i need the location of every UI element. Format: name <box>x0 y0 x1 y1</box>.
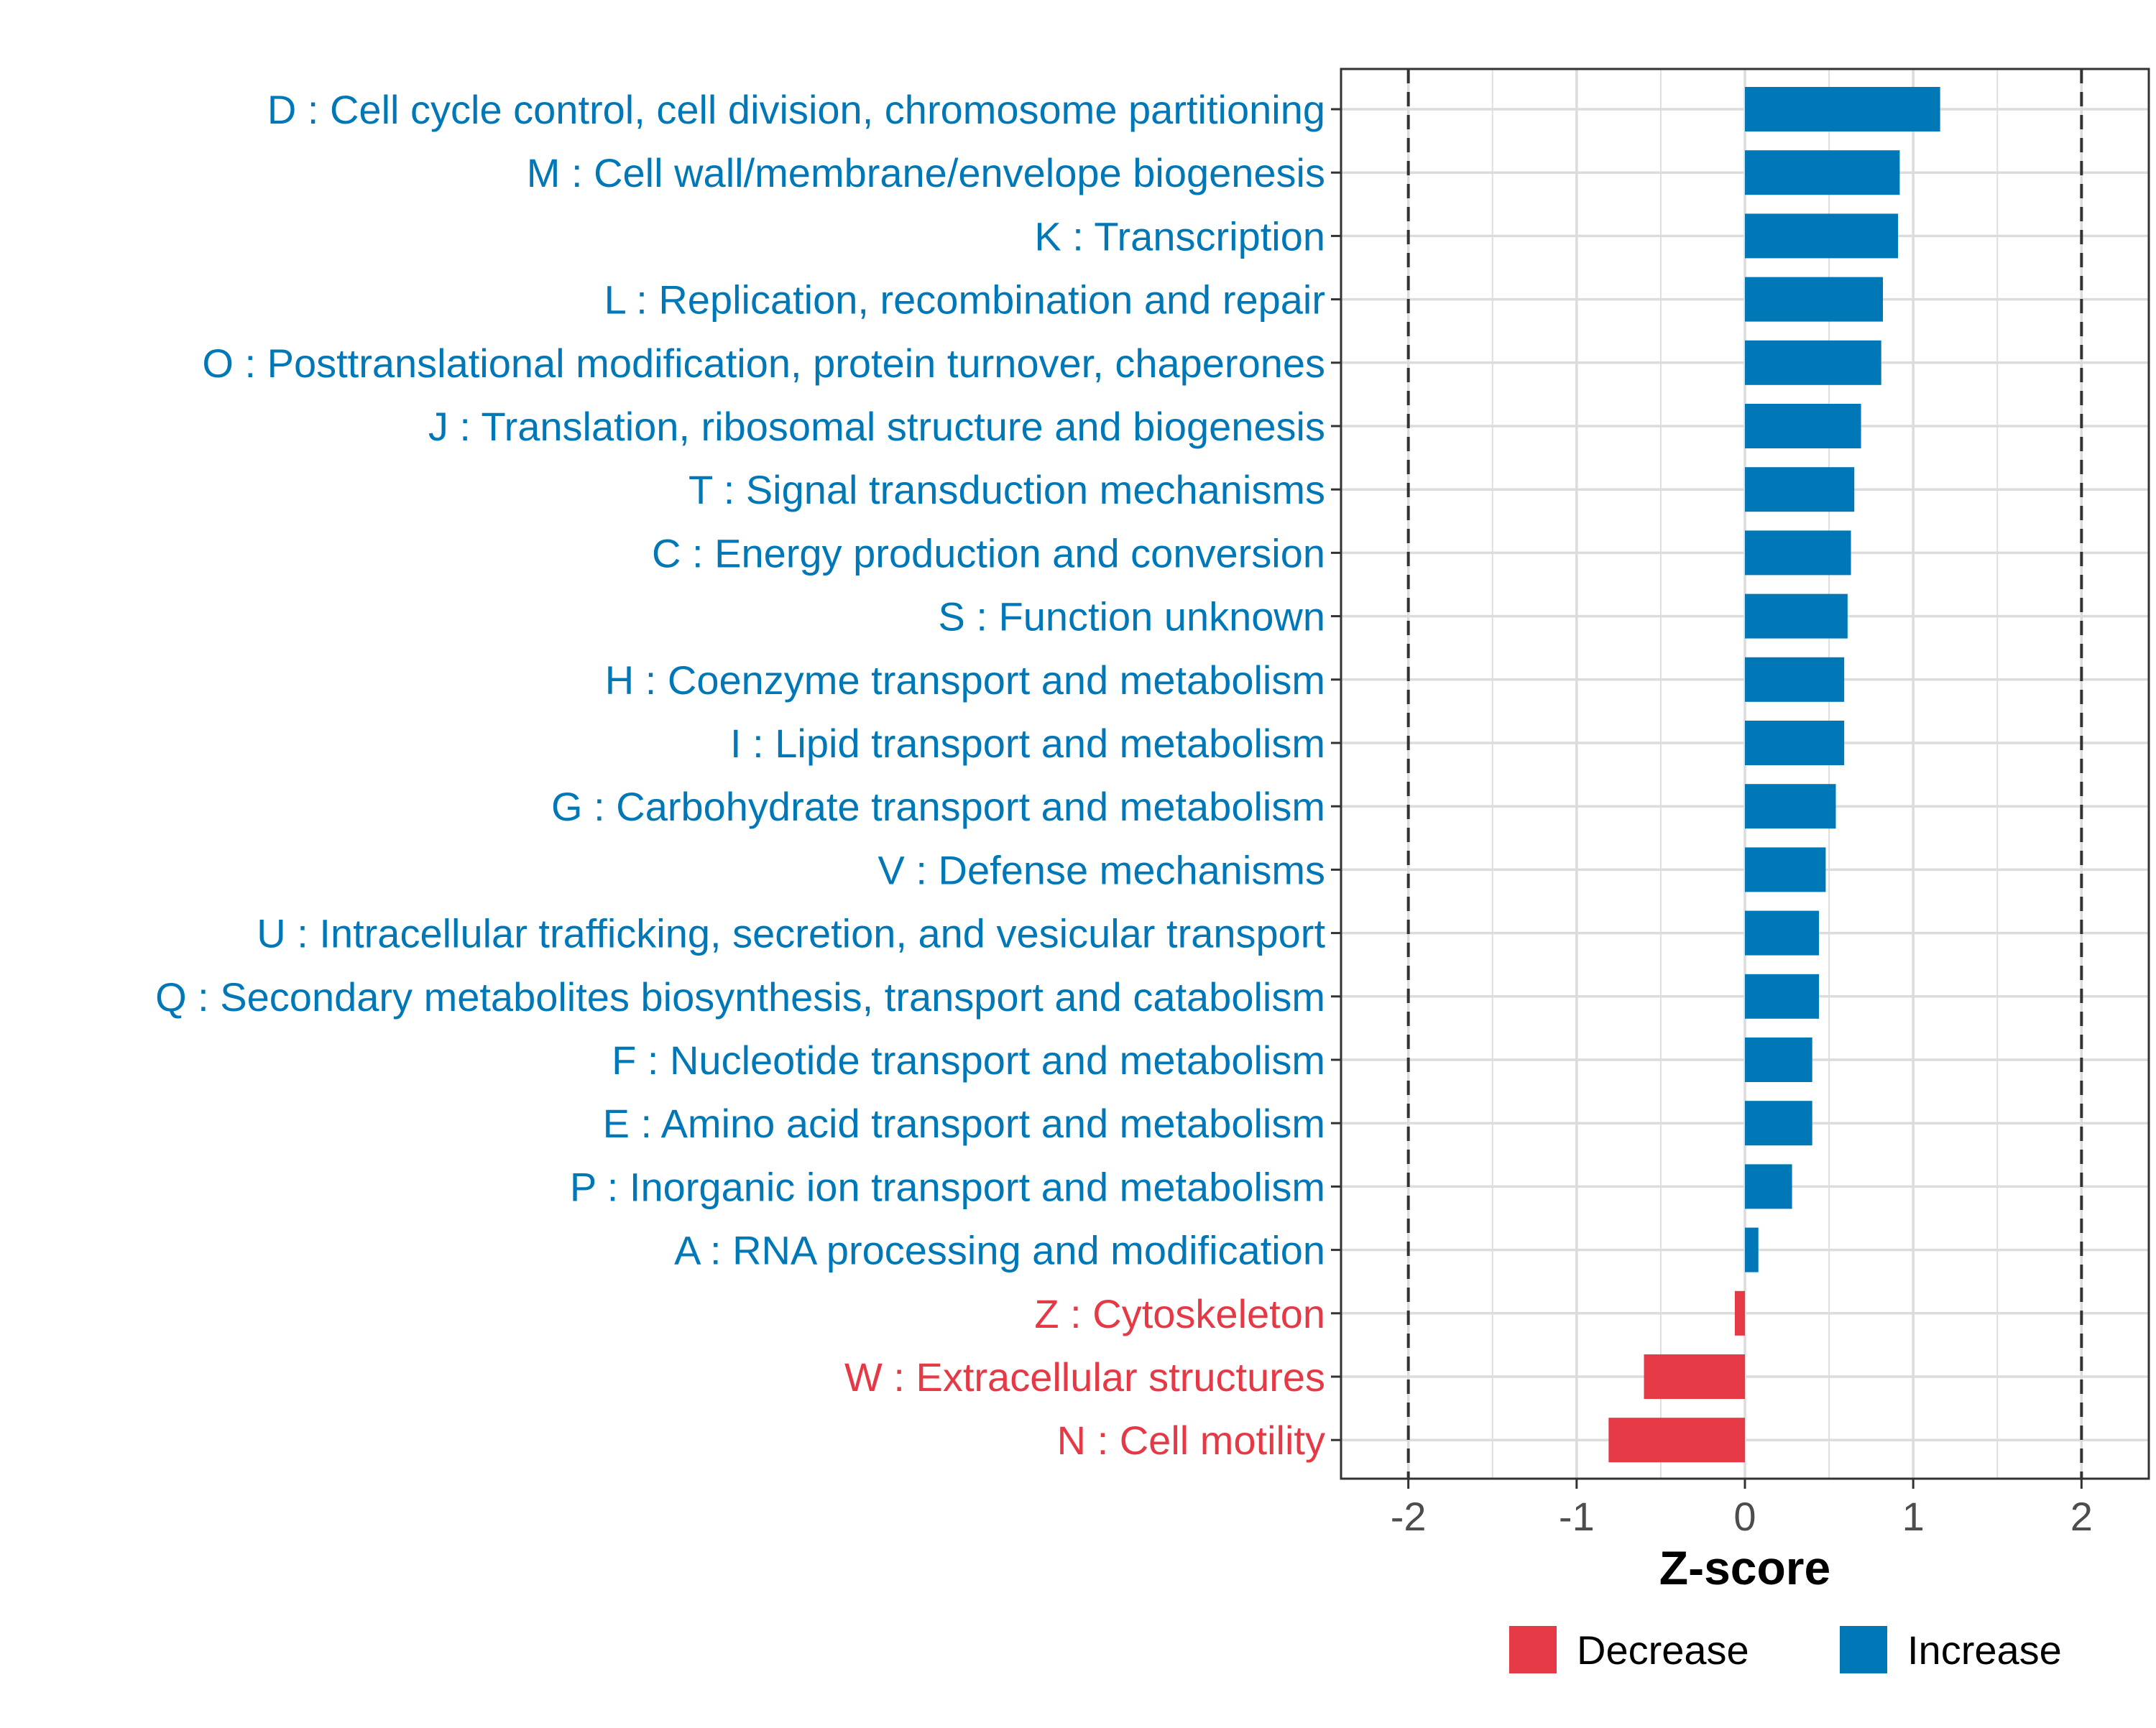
bar-k <box>1745 213 1899 259</box>
category-label: M : Cell wall/membrane/envelope biogenes… <box>527 150 1325 195</box>
bar-f <box>1745 1038 1812 1082</box>
category-label: N : Cell motility <box>1057 1418 1325 1463</box>
category-label: U : Intracellular trafficking, secretion… <box>257 911 1325 956</box>
category-label: H : Coenzyme transport and metabolism <box>605 657 1325 703</box>
bar-m <box>1745 150 1900 195</box>
bar-t <box>1745 467 1855 512</box>
x-tick-label: -2 <box>1391 1494 1427 1539</box>
category-label: W : Extracellular structures <box>844 1354 1325 1400</box>
bar-s <box>1745 593 1848 639</box>
x-tick-label: -1 <box>1559 1494 1595 1539</box>
category-label: G : Carbohydrate transport and metabolis… <box>551 784 1325 829</box>
x-tick-label: 0 <box>1733 1494 1756 1539</box>
bar-c <box>1745 530 1851 576</box>
bar-l <box>1745 277 1884 322</box>
legend-label: Decrease <box>1577 1627 1749 1673</box>
category-label: Z : Cytoskeleton <box>1034 1291 1325 1336</box>
bar-g <box>1745 784 1836 829</box>
category-label: K : Transcription <box>1034 213 1325 259</box>
category-label: Q : Secondary metabolites biosynthesis, … <box>155 974 1325 1020</box>
x-axis-title: Z-score <box>1659 1541 1830 1594</box>
bar-i <box>1745 721 1845 765</box>
category-label: C : Energy production and conversion <box>652 530 1325 576</box>
bar-a <box>1745 1227 1759 1272</box>
bar-o <box>1745 340 1881 385</box>
legend-swatch-decrease <box>1509 1626 1557 1673</box>
bar-e <box>1745 1101 1812 1146</box>
bar-p <box>1745 1164 1792 1209</box>
bar-j <box>1745 404 1861 448</box>
category-label: L : Replication, recombination and repai… <box>604 277 1325 323</box>
bar-u <box>1745 910 1820 956</box>
bar-n <box>1608 1418 1745 1463</box>
category-label: A : RNA processing and modification <box>674 1228 1325 1273</box>
category-label: D : Cell cycle control, cell division, c… <box>267 87 1325 132</box>
bar-h <box>1745 657 1845 702</box>
category-label: O : Posttranslational modification, prot… <box>202 341 1325 386</box>
bar-w <box>1644 1354 1745 1399</box>
category-label: T : Signal transduction mechanisms <box>688 467 1325 512</box>
category-label: I : Lipid transport and metabolism <box>730 721 1325 766</box>
x-tick-label: 1 <box>1902 1494 1925 1539</box>
bar-z <box>1734 1290 1745 1336</box>
x-tick-label: 2 <box>2070 1494 2093 1539</box>
bar-v <box>1745 847 1826 892</box>
bar-d <box>1745 87 1940 131</box>
legend-swatch-increase <box>1840 1626 1887 1673</box>
category-label: J : Translation, ribosomal structure and… <box>428 404 1325 449</box>
category-label: F : Nucleotide transport and metabolism <box>612 1038 1325 1083</box>
category-label: P : Inorganic ion transport and metaboli… <box>570 1164 1325 1209</box>
bar-q <box>1745 974 1820 1019</box>
category-label: E : Amino acid transport and metabolism <box>603 1101 1325 1146</box>
legend-label: Increase <box>1907 1627 2062 1673</box>
category-label: V : Defense mechanisms <box>878 847 1325 892</box>
category-label: S : Function unknown <box>938 594 1325 639</box>
